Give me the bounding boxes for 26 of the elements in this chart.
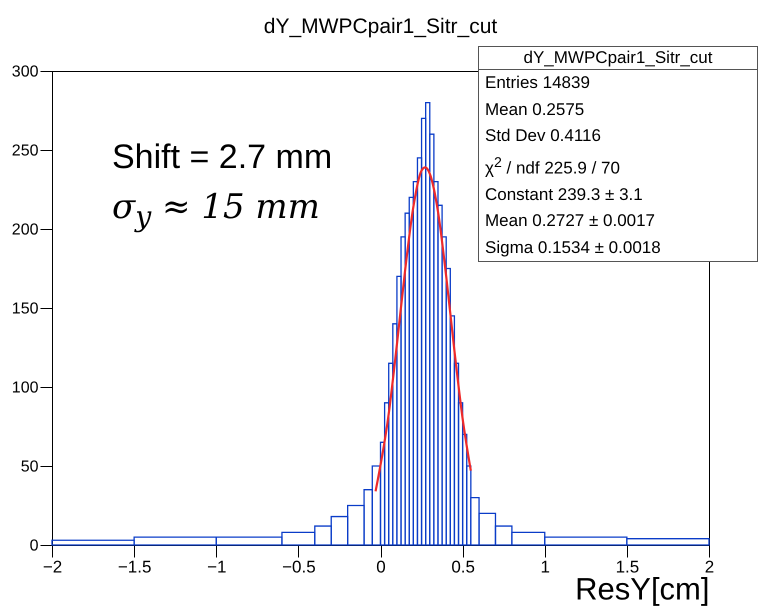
x-tick-label: 1 [540, 558, 550, 576]
y-tick-label: 250 [12, 142, 39, 160]
annotation: χ$^{2}$ / ndf 225.9 / 70 [484, 154, 621, 180]
annotation: Mean 0.2727 ± 0.0017 [484, 210, 656, 232]
x-tick-label: −1.5 [118, 558, 152, 576]
x-tick-label: −1 [207, 558, 226, 576]
text: dY_MWPCpair1_Sitr_cut [479, 47, 757, 70]
annotation: Mean 0.2575 [484, 98, 586, 120]
x-tick-label: −0.5 [282, 558, 316, 576]
annotation: Shift = 2.7 mm [112, 137, 332, 178]
y-tick-label: 0 [30, 538, 39, 554]
annotation: Constant 239.3 ± 3.1 [484, 184, 644, 206]
y-tick-label: 50 [20, 458, 39, 476]
line-series [374, 166, 472, 492]
x-tick-label: 0.5 [451, 558, 475, 576]
annotation: Sigma 0.1534 ± 0.0018 [484, 236, 662, 259]
y-tick-label: 100 [12, 380, 39, 396]
y-tick-label: 200 [12, 222, 39, 238]
annotation: Std Dev 0.4116 [484, 125, 602, 147]
annotation: Entries 14839 [484, 72, 591, 94]
x-tick-label: −2 [42, 558, 62, 576]
annotation: σ$_{y}$ ≈ 15 mm [112, 186, 321, 235]
x-tick-label: 0 [376, 558, 386, 576]
chart-title: dY_MWPCpair1_Sitr_cut [264, 15, 498, 38]
y-tick-label: 300 [12, 64, 39, 80]
y-tick-label: 150 [12, 300, 39, 318]
